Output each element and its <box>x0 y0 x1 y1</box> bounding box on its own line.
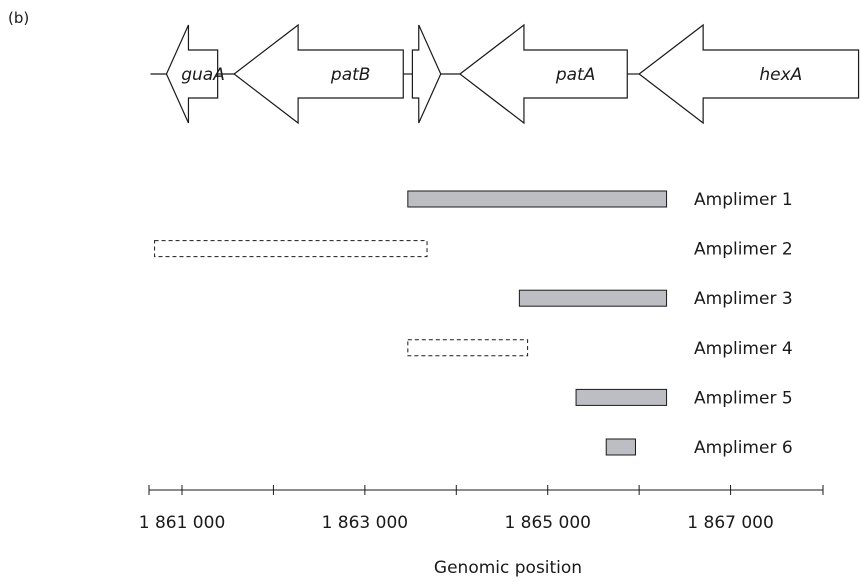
amplimer-bar-1 <box>407 190 668 208</box>
amplimer-bar-6 <box>605 438 636 456</box>
gene-arrow-patB <box>233 23 404 125</box>
axis-tick-labels: 1 861 000 1 863 000 1 865 000 1 867 000 <box>139 513 774 533</box>
gene-arrow-hexA <box>638 23 860 125</box>
axis-tick-label: 1 867 000 <box>687 513 774 533</box>
gene-arrow-guaA <box>165 24 219 124</box>
axis-tick-label: 1 865 000 <box>504 513 591 533</box>
amplimer-label-4: Amplimer 4 <box>694 339 793 359</box>
gene-label-hexA: hexA <box>759 65 802 85</box>
panel-label: (b) <box>8 9 29 27</box>
amplimer-track: Amplimer 1 Amplimer 2 Amplimer 3 Amplimer 4… <box>154 190 793 458</box>
amplimer-label-5: Amplimer 5 <box>694 388 793 408</box>
amplimer-label-3: Amplimer 3 <box>694 289 793 309</box>
gene-label-patB: patB <box>330 65 371 85</box>
genomic-axis: 1 861 000 1 863 000 1 865 000 1 867 000 Gen… <box>139 485 824 578</box>
amplimer-bar-3 <box>518 289 668 307</box>
amplimer-bar-4 <box>407 339 529 357</box>
gene-arrow-patA <box>458 23 628 125</box>
amplimer-label-1: Amplimer 1 <box>694 190 793 210</box>
axis-tick-label: 1 861 000 <box>139 513 226 533</box>
gene-arrow-unnamed <box>411 24 442 124</box>
gene-label-patA: patA <box>555 65 596 85</box>
gene-label-guaA: guaA <box>181 65 225 85</box>
axis-tick-label: 1 863 000 <box>322 513 409 533</box>
amplimer-label-2: Amplimer 2 <box>694 240 793 260</box>
amplimer-bar-5 <box>575 388 668 406</box>
gene-track: guaA patB patA hexA <box>150 23 860 125</box>
axis-title: Genomic position <box>434 558 582 578</box>
amplimer-bar-2 <box>154 240 428 258</box>
amplimer-label-6: Amplimer 6 <box>694 438 793 458</box>
axis-ticks <box>148 485 824 495</box>
